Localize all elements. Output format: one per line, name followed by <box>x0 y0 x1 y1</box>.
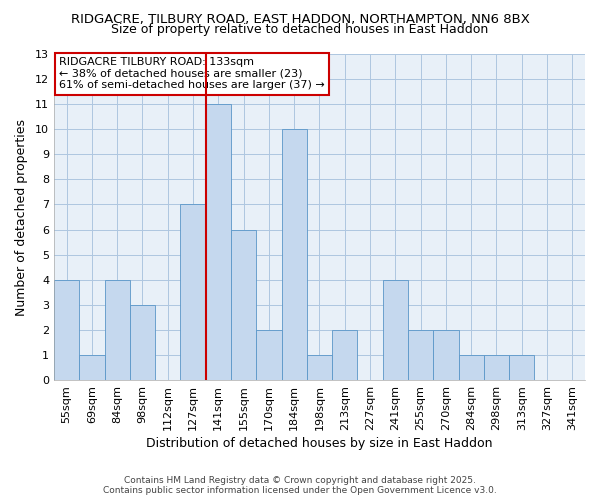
Bar <box>206 104 231 380</box>
Text: Size of property relative to detached houses in East Haddon: Size of property relative to detached ho… <box>112 22 488 36</box>
Y-axis label: Number of detached properties: Number of detached properties <box>15 118 28 316</box>
Text: RIDGACRE TILBURY ROAD: 133sqm
← 38% of detached houses are smaller (23)
61% of s: RIDGACRE TILBURY ROAD: 133sqm ← 38% of d… <box>59 58 325 90</box>
Bar <box>383 280 408 380</box>
Bar <box>281 129 307 380</box>
Bar <box>79 355 104 380</box>
Bar <box>130 305 155 380</box>
Text: RIDGACRE, TILBURY ROAD, EAST HADDON, NORTHAMPTON, NN6 8BX: RIDGACRE, TILBURY ROAD, EAST HADDON, NOR… <box>71 12 529 26</box>
Bar <box>458 355 484 380</box>
Bar <box>256 330 281 380</box>
Bar <box>408 330 433 380</box>
Bar <box>484 355 509 380</box>
Bar <box>104 280 130 380</box>
Bar <box>181 204 206 380</box>
Bar <box>509 355 535 380</box>
Bar <box>332 330 358 380</box>
X-axis label: Distribution of detached houses by size in East Haddon: Distribution of detached houses by size … <box>146 437 493 450</box>
Bar <box>54 280 79 380</box>
Bar <box>231 230 256 380</box>
Bar <box>433 330 458 380</box>
Text: Contains HM Land Registry data © Crown copyright and database right 2025.
Contai: Contains HM Land Registry data © Crown c… <box>103 476 497 495</box>
Bar <box>307 355 332 380</box>
